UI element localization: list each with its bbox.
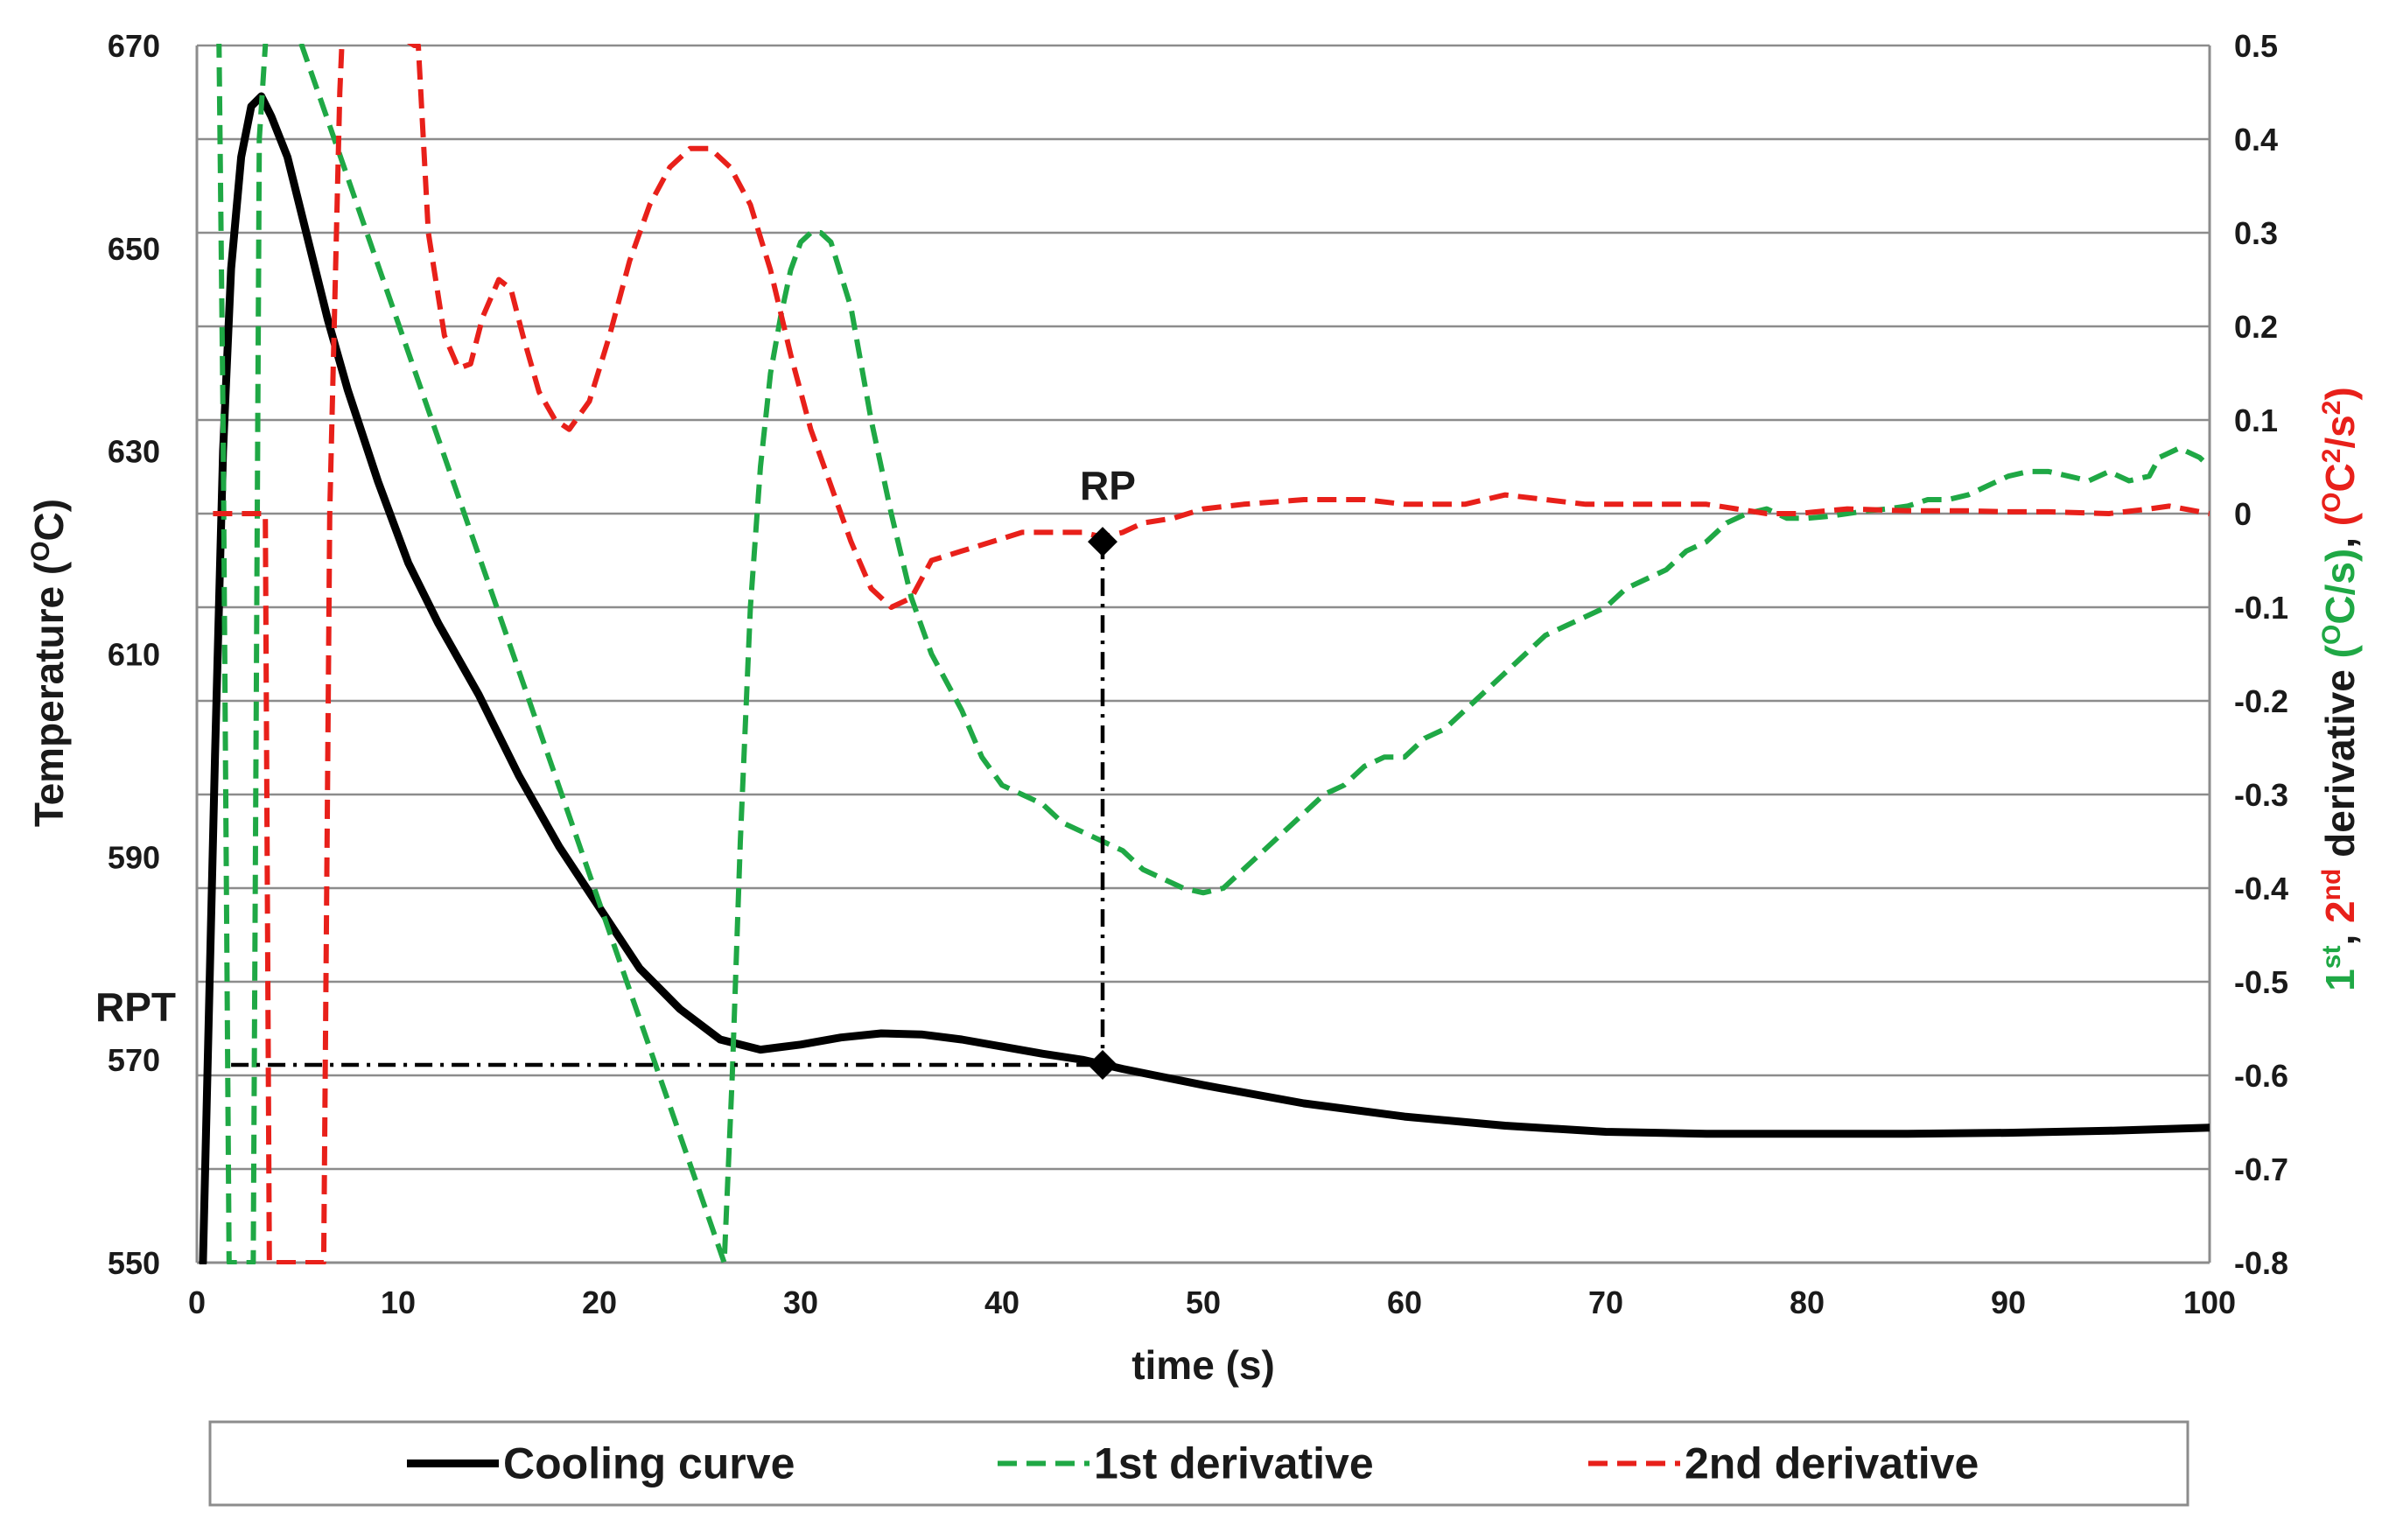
y-right-tick-label: 0.4 [2234, 122, 2278, 158]
rpt-marker [1088, 1049, 1117, 1080]
y-left-tick-label: 650 [108, 231, 160, 267]
y-right-tick-label: -0.2 [2234, 683, 2288, 719]
y-left-tick-label: 670 [108, 28, 160, 64]
y-right-tick-label: -0.4 [2234, 871, 2288, 906]
y-right-title-part: , [2317, 526, 2363, 549]
y-right-title-part: derivative [2317, 658, 2363, 868]
x-tick-label: 50 [1186, 1284, 1221, 1320]
annotations: RP RPT [95, 463, 1136, 1080]
y-left-title-sup: O [26, 541, 55, 561]
y-right-tick-label: -0.5 [2234, 964, 2288, 1000]
y-right-tick-label: 0.3 [2234, 215, 2278, 251]
x-tick-label: 30 [783, 1284, 818, 1320]
series-line-2nd-derivative [213, 44, 2210, 1264]
x-tick-label: 40 [984, 1284, 1019, 1320]
y-right-title-part: C/s) [2317, 549, 2363, 625]
y-right-tick-label: 0.2 [2234, 309, 2278, 345]
y-right-title-part: st [2317, 946, 2346, 970]
y-right-tick-label: -0.7 [2234, 1152, 2288, 1187]
y-right-title-part: 1 [2317, 969, 2363, 991]
x-tick-label: 10 [381, 1284, 416, 1320]
y-right-tick-label: 0.1 [2234, 402, 2278, 438]
legend-label: Cooling curve [503, 1439, 795, 1488]
x-tick-label: 100 [2183, 1284, 2236, 1320]
y-right-axis-title: 1st, 2nd derivative (OC/s), (OC2/s2) [2317, 387, 2363, 991]
x-tick-label: 0 [188, 1284, 206, 1320]
y-right-tick-label: 0 [2234, 496, 2252, 532]
gridlines [197, 44, 2210, 1264]
y-right-title-part: ) [2317, 387, 2363, 400]
x-tick-label: 60 [1387, 1284, 1422, 1320]
y-right-title-part: C [2317, 463, 2363, 492]
series-line-cooling-curve [199, 92, 2210, 1264]
y-right-tick-label: -0.6 [2234, 1058, 2288, 1094]
y-right-title-part: O [2317, 493, 2346, 513]
legend-label: 2nd derivative [1685, 1439, 1979, 1488]
x-tick-label: 90 [1991, 1284, 2026, 1320]
rp-label: RP [1080, 463, 1136, 508]
y-right-tick-label: -0.1 [2234, 590, 2288, 626]
rpt-label: RPT [95, 984, 176, 1030]
y-right-title-part: nd [2317, 869, 2346, 901]
y-left-tick-label: 630 [108, 434, 160, 470]
x-tick-label: 70 [1588, 1284, 1623, 1320]
rp-marker [1088, 527, 1117, 557]
series-layer [199, 44, 2210, 1264]
y-left-axis-title: Temperature (OC) [26, 499, 72, 827]
x-tick-label: 20 [582, 1284, 617, 1320]
legend: Cooling curve 1st derivative 2nd derivativ… [208, 1420, 2189, 1507]
y-right-title-part: /s [2317, 415, 2363, 448]
y-left-title-part: C) [26, 499, 72, 542]
y-right-tick-label: -0.3 [2234, 777, 2288, 813]
y-right-title-part: , [2317, 923, 2363, 946]
y-right-tick-label: 0.5 [2234, 28, 2278, 64]
series-line-1st-derivative [216, 44, 2210, 1264]
y-right-title-part: O [2317, 625, 2346, 645]
y-right-title-part: 2 [2317, 401, 2346, 416]
y-left-title-part: Temperature ( [26, 561, 72, 827]
y-right-title-part: 2 [2317, 900, 2363, 923]
axes: 550 570 590 610 630 650 670 -0.8 -0.7 -0.6 -0.5 -0.… [26, 28, 2363, 1388]
x-axis-title: time (s) [1131, 1342, 1275, 1388]
y-left-tick-label: 570 [108, 1042, 160, 1078]
y-left-tick-label: 550 [108, 1245, 160, 1281]
y-left-tick-label: 590 [108, 839, 160, 875]
y-left-tick-label: 610 [108, 637, 160, 673]
y-right-tick-label: -0.8 [2234, 1245, 2288, 1281]
y-right-title-part: ( [2317, 512, 2363, 526]
legend-label: 1st derivative [1094, 1439, 1374, 1488]
x-tick-label: 80 [1790, 1284, 1825, 1320]
y-right-title-part: 2 [2317, 449, 2346, 464]
legend-box [208, 1420, 2189, 1507]
y-right-title-part: ( [2317, 644, 2363, 658]
